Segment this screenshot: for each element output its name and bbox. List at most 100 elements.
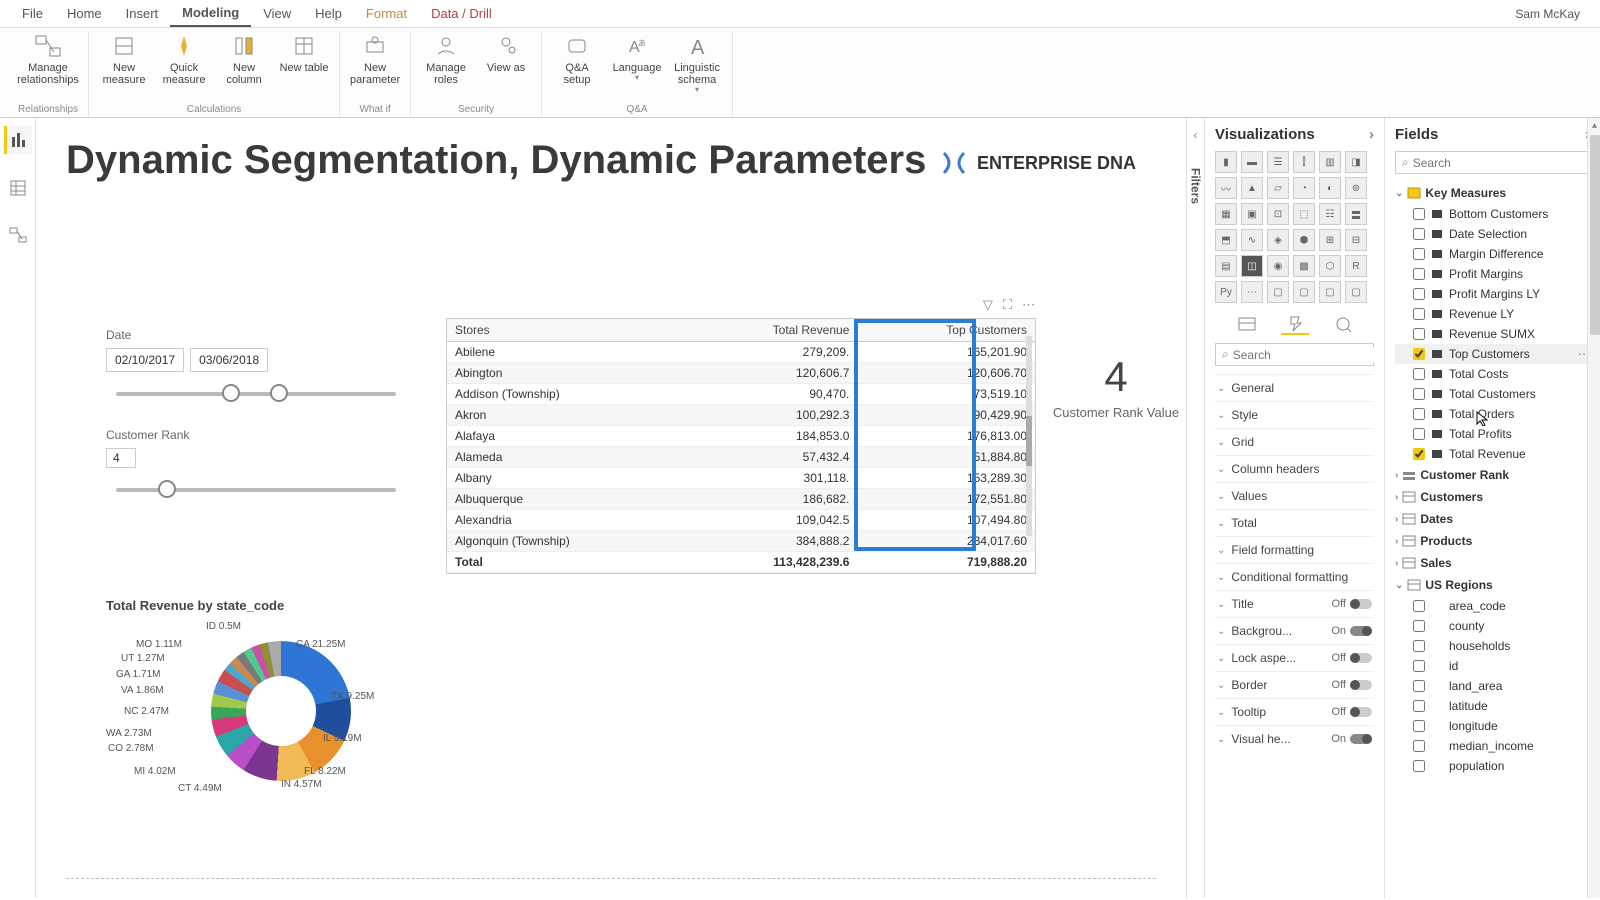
viz-type-icon[interactable]: ◨ [1345,151,1367,173]
field-item[interactable]: Revenue LY [1395,304,1590,324]
field-item[interactable]: latitude [1395,696,1590,716]
field-item[interactable]: Bottom Customers [1395,204,1590,224]
viz-type-icon[interactable]: ▢ [1319,281,1341,303]
slider-thumb[interactable] [158,480,176,498]
format-search[interactable]: ⌕ [1215,343,1374,366]
field-item[interactable]: land_area [1395,676,1590,696]
format-section[interactable]: ⌄Style [1215,401,1374,428]
table-row[interactable]: Abilene279,209.165,201.90 [447,342,1035,363]
manage-relationships-button[interactable]: Manage relationships [23,32,73,86]
viz-type-icon[interactable]: ◐ [1319,177,1341,199]
user-name[interactable]: Sam McKay [1515,7,1590,21]
table-row[interactable]: Addison (Township)90,470.73,519.10 [447,384,1035,405]
viz-type-icon[interactable]: ⋯ [1241,281,1263,303]
focus-icon[interactable]: ⛶ [1003,297,1012,313]
table-scrollbar[interactable] [1026,336,1032,536]
viz-type-icon[interactable]: ◔ [1293,177,1315,199]
table-row[interactable]: Alameda57,432.451,884.80 [447,447,1035,468]
slider-thumb-start[interactable] [222,384,240,402]
viz-type-icon[interactable]: ⬚ [1293,203,1315,225]
new-parameter-button[interactable]: New parameter [350,32,400,86]
viz-type-icon[interactable]: ▱ [1267,177,1289,199]
fields-tab[interactable] [1233,313,1261,335]
field-table-header[interactable]: ›Dates [1395,508,1590,530]
format-section[interactable]: ⌄Backgrou...On [1215,617,1374,644]
format-section[interactable]: ⌄Field formatting [1215,536,1374,563]
viz-type-icon[interactable]: ⊡ [1267,203,1289,225]
field-item[interactable]: Margin Difference [1395,244,1590,264]
format-section[interactable]: ⌄TitleOff [1215,590,1374,617]
viz-type-icon[interactable]: Py [1215,281,1237,303]
col-header-revenue[interactable]: Total Revenue [687,319,857,342]
table-row[interactable]: Akron100,292.390,429.90 [447,405,1035,426]
field-item[interactable]: population [1395,756,1590,776]
viz-type-icon[interactable]: ▦ [1215,203,1237,225]
field-item[interactable]: id [1395,656,1590,676]
viz-type-icon[interactable]: ▩ [1293,255,1315,277]
filter-icon[interactable]: ▽ [983,297,993,313]
field-table-header[interactable]: ›Sales [1395,552,1590,574]
viz-type-icon[interactable]: ▣ [1241,203,1263,225]
table-row[interactable]: Albuquerque186,682.172,551.80 [447,489,1035,510]
menu-insert[interactable]: Insert [114,0,171,27]
menu-help[interactable]: Help [303,0,354,27]
donut-visual[interactable]: Total Revenue by state_code ID 0.5MMO 1.… [106,598,436,821]
more-icon[interactable]: ⋯ [1022,297,1035,313]
card-visual[interactable]: 4 Customer Rank Value [1046,353,1186,420]
format-section[interactable]: ⌄Grid [1215,428,1374,455]
date-from-input[interactable]: 02/10/2017 [106,348,184,372]
field-item[interactable]: Profit Margins LY [1395,284,1590,304]
menu-view[interactable]: View [251,0,303,27]
field-table-header[interactable]: ›Products [1395,530,1590,552]
new-measure-button[interactable]: New measure [99,32,149,86]
format-section[interactable]: ⌄TooltipOff [1215,698,1374,725]
format-section[interactable]: ⌄Conditional formatting [1215,563,1374,590]
format-search-input[interactable] [1233,348,1384,362]
fields-search[interactable]: ⌕ [1395,151,1590,174]
table-row[interactable]: Abington120,606.7120,606.70 [447,363,1035,384]
menu-format[interactable]: Format [354,0,419,27]
quick-measure-button[interactable]: Quick measure [159,32,209,86]
viz-type-icon[interactable]: ▬ [1241,151,1263,173]
format-section[interactable]: ⌄Visual he...On [1215,725,1374,752]
data-view-button[interactable] [4,174,32,202]
format-section[interactable]: ⌄Column headers [1215,455,1374,482]
viz-type-icon[interactable]: ▢ [1293,281,1315,303]
viz-type-icon[interactable]: ▤ [1215,255,1237,277]
field-item[interactable]: Profit Margins [1395,264,1590,284]
col-header-top-customers[interactable]: Top Customers [857,319,1035,342]
date-slicer[interactable]: Date 02/10/2017 03/06/2018 [106,328,406,416]
table-key-measures[interactable]: ⌄ Key Measures [1395,182,1590,204]
field-item[interactable]: county [1395,616,1590,636]
viz-type-icon[interactable]: ⊞ [1319,229,1341,251]
collapse-icon[interactable]: › [1369,126,1374,143]
scroll-thumb[interactable] [1590,135,1600,335]
viz-type-icon[interactable]: ☰ [1267,151,1289,173]
date-slider[interactable] [116,392,396,396]
field-item[interactable]: longitude [1395,716,1590,736]
menu-data-drill[interactable]: Data / Drill [419,0,504,27]
viz-type-icon[interactable]: ⬡ [1319,255,1341,277]
menu-file[interactable]: File [10,0,55,27]
fields-search-input[interactable] [1413,156,1583,170]
viz-type-icon[interactable]: ◫ [1241,255,1263,277]
report-view-button[interactable] [4,126,32,154]
format-section[interactable]: ⌄General [1215,374,1374,401]
format-section[interactable]: ⌄Total [1215,509,1374,536]
manage-roles-button[interactable]: Manage roles [421,32,471,86]
qa-setup-button[interactable]: Q&A setup [552,32,602,86]
viz-type-icon[interactable]: ◉ [1267,255,1289,277]
field-item[interactable]: area_code [1395,596,1590,616]
viz-type-icon[interactable]: 〓 [1345,203,1367,225]
field-item[interactable]: households [1395,636,1590,656]
table-row[interactable]: Algonquin (Township)384,888.2234,017.60 [447,531,1035,552]
field-item[interactable]: Date Selection [1395,224,1590,244]
viz-type-icon[interactable]: ⬢ [1293,229,1315,251]
viz-type-icon[interactable]: ▢ [1345,281,1367,303]
viz-type-icon[interactable]: ∿ [1241,229,1263,251]
model-view-button[interactable] [4,222,32,250]
viz-type-icon[interactable]: ⫿ [1293,151,1315,173]
viz-type-icon[interactable]: ◈ [1267,229,1289,251]
field-table-header[interactable]: ›Customer Rank [1395,464,1590,486]
analytics-tab[interactable] [1329,313,1357,335]
